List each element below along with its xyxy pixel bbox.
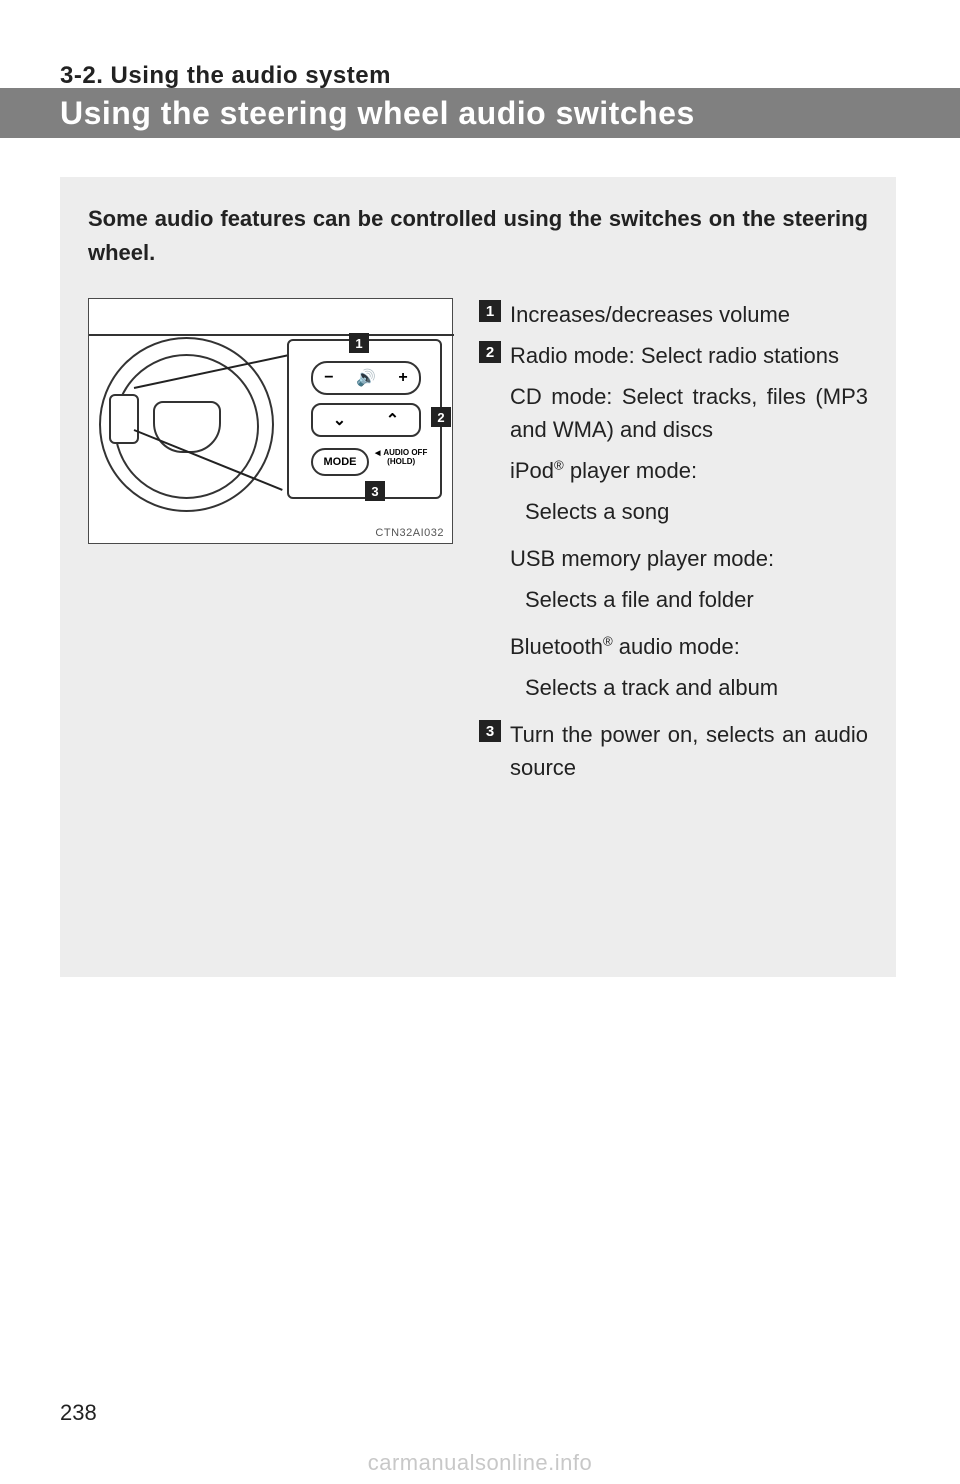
registered-icon: ® [554,458,564,473]
item-marker-2: 2 [479,341,501,363]
item-2-usb-head: USB memory player mode: [479,542,868,575]
ipod-label-b: player mode: [564,458,697,483]
callout-marker-1: 1 [349,333,369,353]
list-item: 1 Increases/decreases vol­ume [479,298,868,331]
intro-text: Some audio features can be controlled us… [88,202,868,270]
bt-label-a: Bluetooth [510,634,603,659]
seek-rocker: ⌄ ⌃ [311,403,421,437]
item-2-bt-head: Bluetooth® audio mode: [479,630,868,663]
ipod-label-a: iPod [510,458,554,483]
item-2-radio: Radio mode: Select radio stations [510,339,868,372]
section-label: 3-2. Using the audio system [60,62,391,90]
item-2-bt-body: Selects a track and album [479,671,868,704]
manual-page: 3-2. Using the audio system Using the st… [0,0,960,1484]
title-banner: Using the steering wheel audio switches [0,88,960,138]
item-2-ipod-body: Selects a song [479,495,868,528]
item-marker-1: 1 [479,300,501,322]
speaker-icon: 🔊 [356,368,376,388]
bt-label-b: audio mode: [613,634,740,659]
list-item: 2 Radio mode: Select radio stations [479,339,868,372]
wheel-switch-pad [109,394,139,444]
callout-marker-2: 2 [431,407,451,427]
audio-off-line1: AUDIO OFF [383,448,427,457]
audio-off-line2: (HOLD) [387,457,415,466]
item-2-ipod-head: iPod® player mode: [479,454,868,487]
item-2-usb-body: Selects a file and folder [479,583,868,616]
content-panel: Some audio features can be controlled us… [60,177,896,977]
list-item: 3 Turn the power on, selects an audio so… [479,718,868,784]
page-number: 238 [60,1400,97,1426]
chevron-up-icon: ⌃ [386,410,399,430]
wheel-hub [153,401,221,453]
dashboard-line [89,334,454,336]
watermark-text: carmanualsonline.info [0,1450,960,1476]
figure-caption: CTN32AI032 [375,527,444,539]
description-column: 1 Increases/decreases vol­ume 2 Radio mo… [479,298,868,792]
steering-wheel-figure: − 🔊 + ⌄ ⌃ MODE AUDIO OFF (HOLD) 1 2 [88,298,453,544]
two-column-layout: − 🔊 + ⌄ ⌃ MODE AUDIO OFF (HOLD) 1 2 [88,298,868,792]
item-3-text: Turn the power on, selects an audio sour… [510,718,868,784]
item-2-cd: CD mode: Select tracks, files (MP3 and W… [479,380,868,446]
plus-icon: + [398,369,407,387]
mode-button: MODE [311,448,369,476]
page-title: Using the steering wheel audio switches [60,95,695,132]
switch-panel-magnified: − 🔊 + ⌄ ⌃ MODE AUDIO OFF (HOLD) [287,339,442,499]
chevron-down-icon: ⌄ [333,410,346,430]
audio-off-label: AUDIO OFF (HOLD) [375,449,427,467]
item-marker-3: 3 [479,720,501,742]
item-1-text: Increases/decreases vol­ume [510,298,868,331]
callout-marker-3: 3 [365,481,385,501]
registered-icon: ® [603,634,613,649]
volume-rocker: − 🔊 + [311,361,421,395]
minus-icon: − [324,369,333,387]
